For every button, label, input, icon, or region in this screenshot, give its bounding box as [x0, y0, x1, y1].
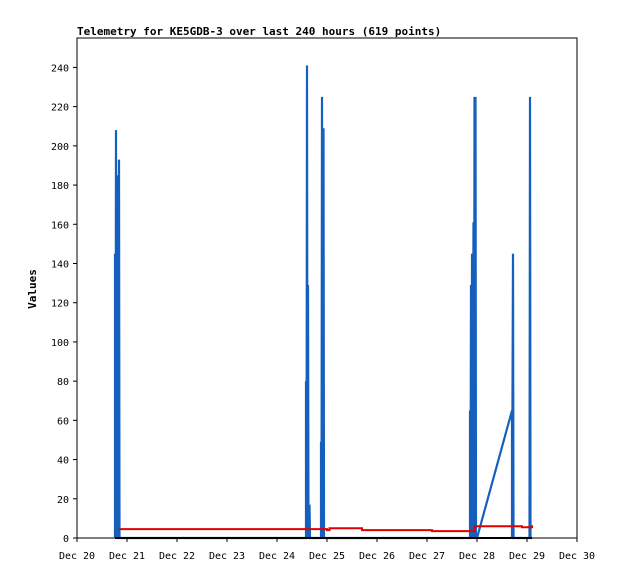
x-tick-label: Dec 29: [509, 551, 545, 562]
y-tick-label: 100: [51, 338, 69, 349]
y-tick-label: 120: [51, 299, 69, 310]
y-tick-label: 200: [51, 142, 69, 153]
y-axis-label: Values: [26, 269, 39, 309]
y-tick-label: 40: [57, 456, 69, 467]
chart-title: Telemetry for KE5GDB-3 over last 240 hou…: [77, 25, 441, 38]
x-tick-label: Dec 21: [109, 551, 145, 562]
y-tick-label: 0: [63, 534, 69, 545]
y-tick-label: 60: [57, 416, 69, 427]
x-tick-label: Dec 22: [159, 551, 195, 562]
x-tick-label: Dec 20: [59, 551, 95, 562]
y-tick-label: 240: [51, 63, 69, 74]
x-tick-label: Dec 28: [459, 551, 495, 562]
y-tick-label: 220: [51, 103, 69, 114]
x-tick-label: Dec 24: [259, 551, 295, 562]
y-tick-label: 20: [57, 495, 69, 506]
x-axis: Dec 20 Dec 21 Dec 22 Dec 23 Dec 24 Dec 25 Dec …: [59, 538, 595, 562]
x-tick-label: Dec 26: [359, 551, 395, 562]
series-line-2: [119, 525, 533, 533]
x-tick-label: Dec 30: [559, 551, 595, 562]
y-tick-label: 80: [57, 377, 69, 388]
y-tick-label: 180: [51, 181, 69, 192]
y-tick-label: 140: [51, 259, 69, 270]
x-tick-label: Dec 23: [209, 551, 245, 562]
y-axis: 0 20 40 60 80 100 120 140 160 180 200 220 240: [51, 63, 77, 545]
x-tick-label: Dec 25: [309, 551, 345, 562]
plot-area: [76, 37, 578, 539]
data-layer: [113, 65, 533, 540]
y-tick-label: 160: [51, 220, 69, 231]
x-tick-label: Dec 27: [409, 551, 445, 562]
